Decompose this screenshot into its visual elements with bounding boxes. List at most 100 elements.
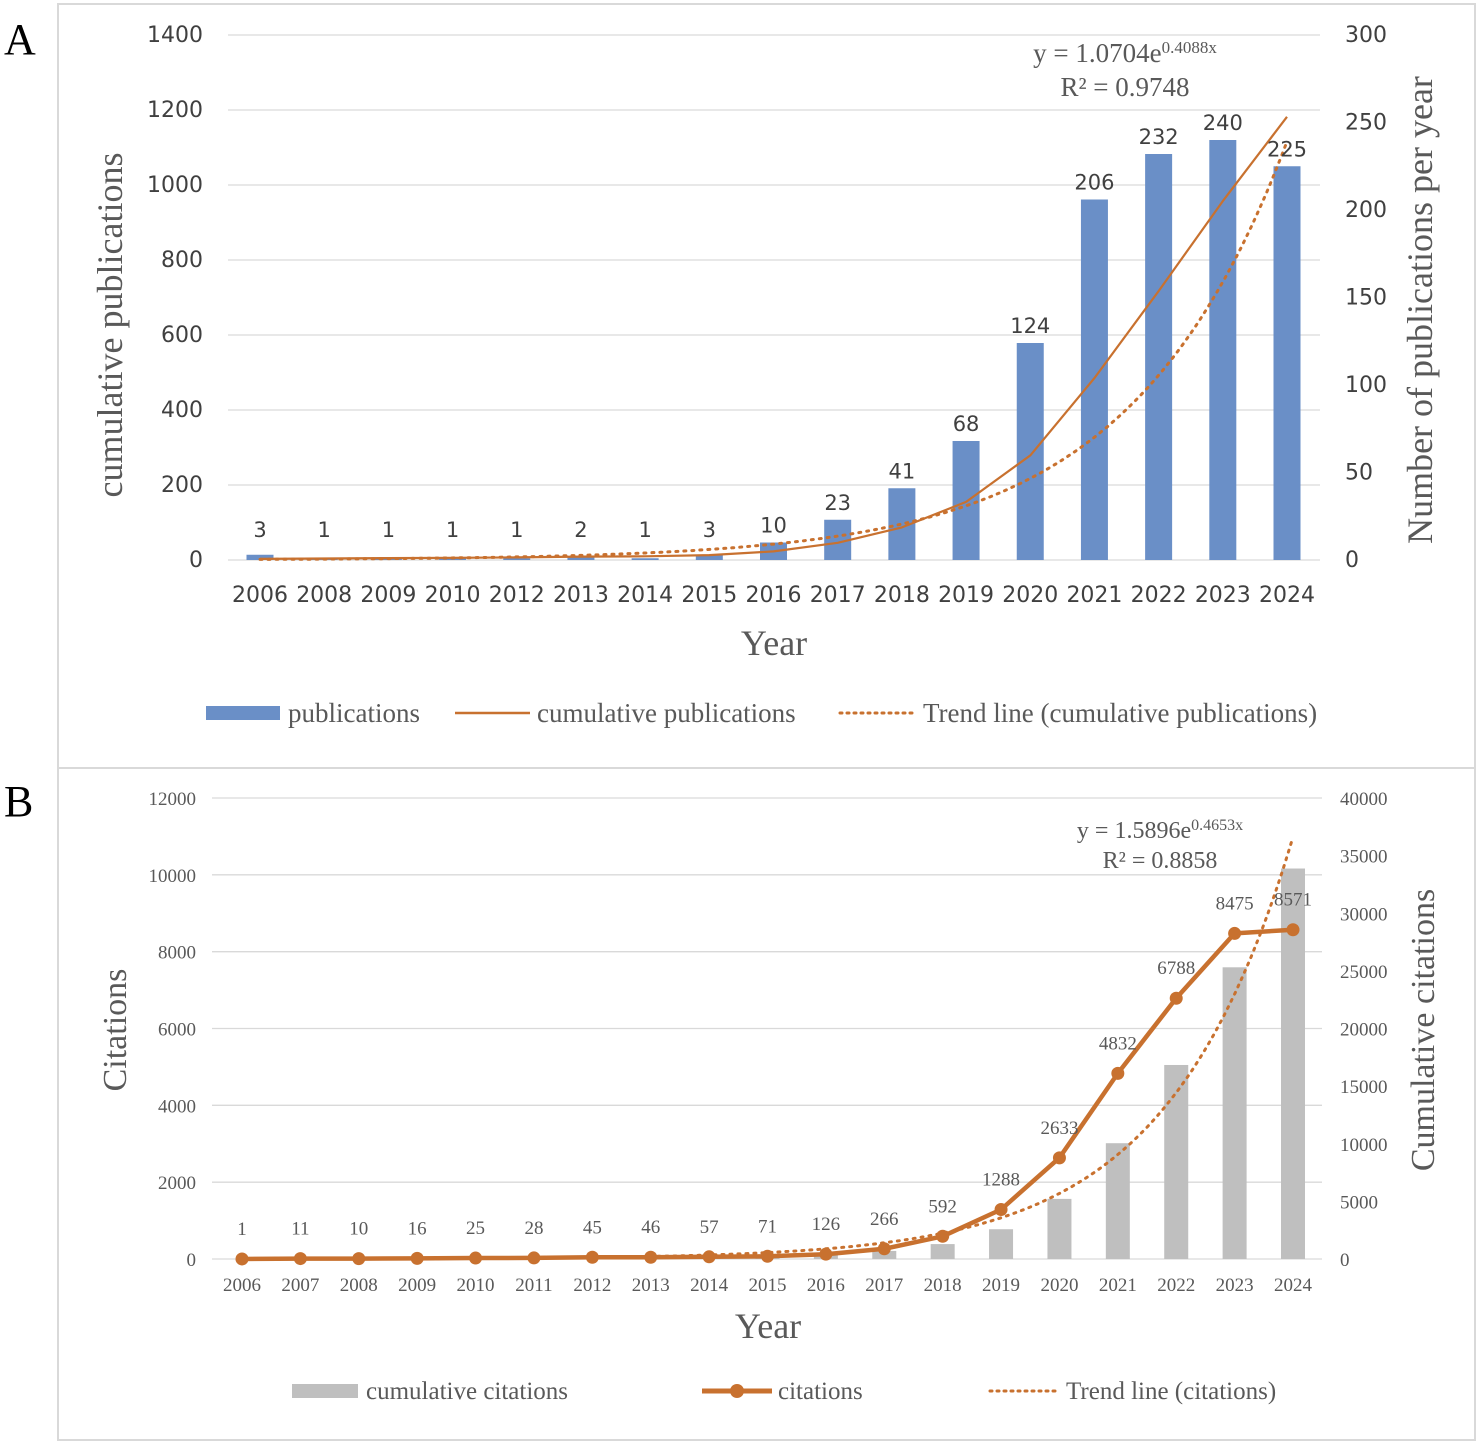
- chartb-xtick-label: 2007: [281, 1275, 319, 1296]
- chartb-line-marker: [1169, 991, 1183, 1005]
- chartb-xtick-label: 2019: [982, 1275, 1020, 1296]
- charta-bar: [695, 554, 723, 560]
- chartb-line-marker: [352, 1252, 366, 1266]
- chartb-xtick-label: 2008: [340, 1275, 378, 1296]
- chartb-xtick-label: 2010: [457, 1275, 495, 1296]
- chartb-line-marker: [293, 1252, 307, 1266]
- chartb-data-label: 2633: [1040, 1118, 1078, 1139]
- chartb-bar: [1164, 1064, 1189, 1259]
- legend-b-cumulative[interactable]: cumulative citations: [366, 1378, 568, 1405]
- chartb-line-marker: [1228, 926, 1242, 940]
- charta-data-label: 3: [253, 518, 266, 542]
- chartb-data-label: 8571: [1274, 890, 1312, 911]
- panel-b-label: B: [4, 777, 33, 826]
- charta-ytick-label: 600: [161, 323, 203, 348]
- charta-ytick-label: 200: [161, 473, 203, 498]
- b-y2label: Cumulative citations: [1405, 889, 1442, 1171]
- charta-bar: [1016, 343, 1044, 560]
- b-ylabel: Citations: [97, 969, 134, 1092]
- charta-y2tick-label: 200: [1345, 198, 1387, 223]
- charta-ytick-label: 0: [189, 548, 203, 573]
- charta-ytick-label: 1200: [147, 98, 203, 123]
- chartb-line-marker: [527, 1251, 541, 1265]
- charta-data-label: 3: [703, 518, 716, 542]
- legend-a-cumulative[interactable]: cumulative publications: [537, 698, 796, 728]
- a-y2label: Number of publications per year: [1400, 76, 1440, 544]
- charta-data-label: 232: [1139, 125, 1179, 149]
- chartb-xtick-label: 2013: [632, 1275, 670, 1296]
- chartb-data-label: 266: [870, 1209, 899, 1230]
- chartb-line-marker: [469, 1251, 483, 1265]
- charta-xtick-label: 2018: [874, 583, 930, 608]
- charta-xtick-label: 2020: [1002, 583, 1058, 608]
- charta-ytick-label: 400: [161, 398, 203, 423]
- charta-y2tick-label: 250: [1345, 111, 1387, 136]
- chartb-xtick-label: 2021: [1099, 1275, 1137, 1296]
- b-xlabel: Year: [735, 1306, 801, 1346]
- charta-data-label: 2: [574, 518, 587, 542]
- chartb-xtick-label: 2023: [1216, 1275, 1254, 1296]
- charta-data-label: 206: [1074, 171, 1114, 195]
- charta-xtick-label: 2017: [810, 583, 866, 608]
- chartb-line-marker: [235, 1252, 249, 1266]
- chartb-xtick-label: 2012: [573, 1275, 611, 1296]
- charta-xtick-label: 2006: [232, 583, 288, 608]
- a-equation: y = 1.0704e0.4088x: [1033, 38, 1217, 68]
- charta-bar: [631, 558, 659, 560]
- charta-y2tick-label: 100: [1345, 373, 1387, 398]
- chartb-ytick-label: 6000: [158, 1020, 196, 1041]
- chartb-data-label: 8475: [1216, 893, 1254, 914]
- chartb-line-marker: [1286, 923, 1300, 937]
- b-r2: R² = 0.8858: [1103, 848, 1218, 874]
- charta-bar: [503, 558, 531, 560]
- chartb-ytick-label: 10000: [149, 866, 197, 887]
- legend-a-trend[interactable]: Trend line (cumulative publications): [923, 698, 1317, 728]
- panel-a-label: A: [4, 15, 36, 64]
- chartb-y2tick-label: 0: [1340, 1250, 1350, 1271]
- charta-xtick-label: 2019: [938, 583, 994, 608]
- charta-series-line: [259, 116, 1288, 561]
- chartb-xtick-label: 2016: [807, 1275, 845, 1296]
- chartb-data-label: 28: [524, 1218, 543, 1239]
- charta-data-label: 1: [510, 518, 523, 542]
- chartb-y2tick-label: 30000: [1340, 904, 1388, 925]
- charta-xtick-label: 2021: [1066, 583, 1122, 608]
- charta-xtick-label: 2016: [746, 583, 802, 608]
- legend-b-trend[interactable]: Trend line (citations): [1066, 1378, 1276, 1405]
- charta-xtick-label: 2023: [1195, 583, 1251, 608]
- chartb-xtick-label: 2017: [865, 1275, 903, 1296]
- chartb-data-label: 126: [812, 1214, 841, 1235]
- charta-data-label: 225: [1267, 137, 1307, 161]
- chartb-xtick-label: 2022: [1157, 1275, 1195, 1296]
- chartb-y2tick-label: 25000: [1340, 962, 1388, 983]
- legend-b-citations[interactable]: citations: [778, 1378, 863, 1405]
- chartb-xtick-label: 2009: [398, 1275, 436, 1296]
- chartb-xtick-label: 2024: [1274, 1275, 1313, 1296]
- charta-data-label: 68: [953, 412, 980, 436]
- charta-y2tick-label: 0: [1345, 548, 1359, 573]
- a-r2: R² = 0.9748: [1060, 72, 1189, 102]
- legend-a-bar-swatch: [206, 706, 280, 720]
- chartb-data-label: 11: [291, 1219, 309, 1240]
- chartb-data-label: 6788: [1157, 958, 1195, 979]
- charta-data-label: 1: [318, 518, 331, 542]
- charta-xtick-label: 2010: [425, 583, 481, 608]
- a-equation-exponent: 0.4088x: [1162, 38, 1218, 57]
- chartb-line-marker: [644, 1250, 658, 1264]
- a-ylabel: cumulative publications: [90, 153, 130, 498]
- chartb-data-label: 1288: [982, 1170, 1020, 1191]
- legend-a-publications[interactable]: publications: [288, 698, 420, 728]
- chartb-data-label: 16: [408, 1218, 427, 1239]
- chartb-bar: [930, 1244, 955, 1259]
- chartb-ytick-label: 8000: [158, 943, 196, 964]
- charta-data-label: 1: [638, 518, 651, 542]
- chartb-xtick-label: 2018: [924, 1275, 962, 1296]
- chartb-data-label: 45: [583, 1217, 602, 1238]
- chartb-y2tick-label: 40000: [1340, 789, 1388, 810]
- chartb-bar: [1047, 1198, 1072, 1259]
- chartb-line-marker: [1111, 1066, 1125, 1080]
- charta-xtick-label: 2008: [296, 583, 352, 608]
- charta-data-label: 10: [760, 514, 787, 538]
- charta-xtick-label: 2013: [553, 583, 609, 608]
